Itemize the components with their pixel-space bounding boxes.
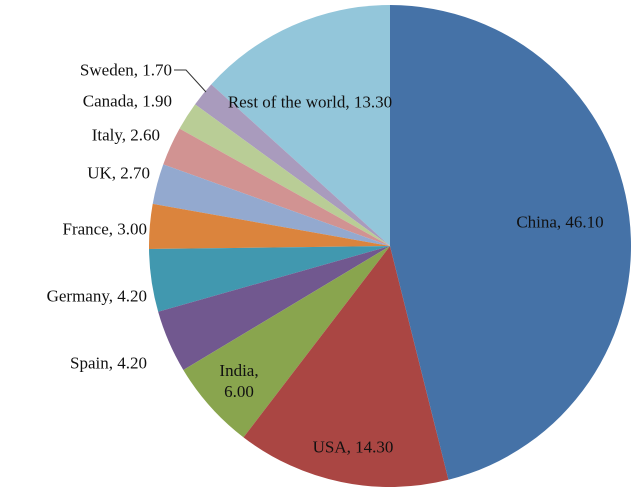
leader-line: [174, 69, 207, 93]
data-label: Rest of the world, 13.30: [227, 92, 393, 112]
pie-slice: [195, 84, 390, 246]
pie-slice: [158, 246, 390, 370]
data-label: UK, 2.70: [87, 163, 150, 183]
pie-slice: [152, 164, 390, 246]
pie-slice: [163, 128, 390, 246]
pie-slice: [179, 104, 390, 247]
pie-slice: [149, 203, 390, 250]
data-label: India, 6.00: [219, 361, 259, 401]
data-label: Canada, 1.90: [82, 91, 172, 111]
pie-slice: [211, 4, 390, 246]
data-label: Germany, 4.20: [46, 286, 147, 306]
data-label: France, 3.00: [62, 219, 147, 239]
pie-slice: [183, 246, 390, 438]
data-label: Italy, 2.60: [91, 125, 160, 145]
data-label: Spain, 4.20: [70, 353, 147, 373]
pie-slice: [149, 246, 390, 312]
pie-slice: [390, 5, 631, 480]
pie-slice: [243, 246, 449, 487]
data-label: USA, 14.30: [312, 437, 394, 457]
data-label: China, 46.10: [516, 212, 604, 232]
data-label: Sweden, 1.70: [79, 60, 172, 80]
